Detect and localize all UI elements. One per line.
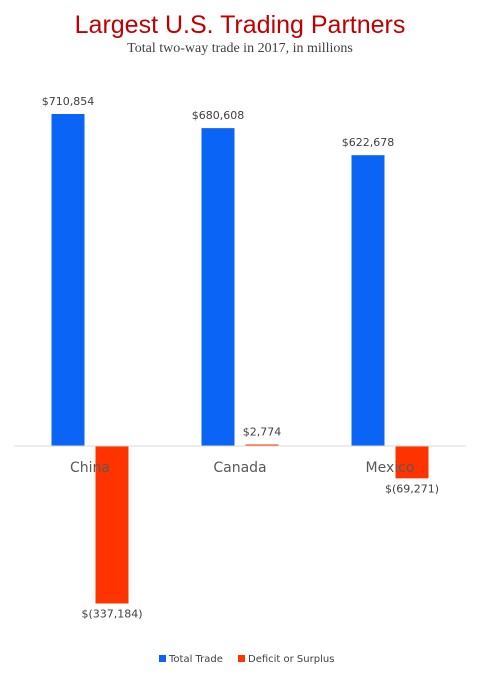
chart-title: Largest U.S. Trading Partners [75,11,406,39]
chart-legend: Total Trade Deficit or Surplus [159,654,334,665]
legend-item-deficit-swatch [238,655,245,662]
chart-subtitle: Total two-way trade in 2017, in millions [127,41,353,56]
category-label-0: China [70,460,110,476]
category-label-2: Mexico [366,460,415,476]
bar-1-2 [395,446,429,479]
legend-item-total-trade-swatch [159,655,166,662]
bar-0-2 [351,155,385,446]
legend-item-total-trade-label: Total Trade [168,654,223,665]
legend-item-deficit-label: Deficit or Surplus [248,654,334,665]
data-label-0-0: $710,854 [42,95,95,108]
bar-0-1 [201,128,235,446]
data-label-1-0: $(337,184) [81,607,142,620]
data-label-1-2: $(69,271) [385,482,439,495]
data-label-0-2: $622,678 [342,136,395,149]
bar-0-0 [51,114,85,446]
data-label-1-1: $2,774 [243,426,282,439]
plot-area: $710,854 $680,608 $622,678 $(337,184) $2,774… [14,95,466,620]
bar-1-1 [245,444,279,446]
bar-1-0 [95,446,129,604]
data-label-0-1: $680,608 [192,109,245,122]
category-label-1: Canada [213,460,266,476]
